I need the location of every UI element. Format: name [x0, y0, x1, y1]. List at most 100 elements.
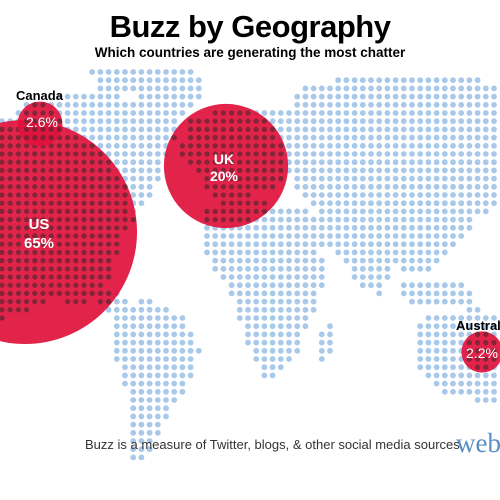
map-dot: [179, 347, 186, 354]
map-dot: [195, 85, 202, 92]
map-dot: [318, 183, 325, 190]
map-dot: [392, 118, 399, 125]
map-dot: [105, 77, 112, 84]
map-dot: [400, 151, 407, 157]
map-dot: [253, 241, 260, 248]
map-dot: [417, 241, 424, 248]
bubble-dot: [245, 167, 251, 173]
map-dot: [466, 388, 473, 395]
map-dot: [425, 241, 432, 248]
map-dot: [491, 159, 497, 166]
map-dot: [441, 290, 448, 297]
map-dot: [409, 77, 415, 84]
chart-title: Buzz by Geography: [109, 9, 391, 44]
bubble-dot: [32, 176, 38, 182]
bubble-dot: [48, 151, 54, 157]
map-dot: [154, 110, 161, 116]
map-dot: [302, 323, 309, 330]
map-dot: [146, 306, 153, 313]
uk-value-label: 20%: [209, 168, 239, 184]
map-dot: [302, 192, 309, 198]
bubble-dot: [491, 356, 497, 362]
map-dot: [294, 241, 301, 248]
map-dot: [302, 224, 309, 231]
map-dot: [343, 159, 350, 166]
map-dot: [138, 192, 145, 198]
bubble-dot: [237, 200, 243, 206]
map-dot: [171, 364, 178, 371]
map-dot: [318, 257, 325, 264]
map-dot: [130, 192, 137, 198]
map-dot: [450, 183, 456, 190]
map-dot: [400, 77, 407, 84]
bubble-dot: [7, 249, 13, 255]
bubble-dot: [204, 176, 210, 182]
map-dot: [376, 208, 383, 215]
bubble-dot: [7, 135, 13, 141]
map-dot: [245, 224, 251, 231]
map-dot: [277, 224, 284, 231]
map-dot: [212, 233, 219, 239]
map-dot: [187, 356, 194, 362]
map-dot: [458, 224, 465, 231]
map-dot: [327, 200, 333, 207]
map-dot: [81, 126, 87, 133]
map-dot: [277, 323, 284, 330]
bubble-dot: [24, 233, 30, 239]
map-dot: [335, 175, 342, 182]
bubble-dot: [253, 208, 259, 214]
map-dot: [245, 339, 251, 346]
map-dot: [409, 110, 415, 116]
bubble-dot: [253, 126, 259, 132]
map-dot: [376, 134, 383, 141]
map-dot: [122, 118, 128, 125]
bubble-dot: [32, 159, 38, 165]
map-dot: [97, 126, 104, 133]
map-dot: [277, 110, 284, 116]
map-dot: [376, 233, 383, 239]
map-dot: [474, 126, 481, 133]
bubble-dot: [220, 118, 226, 124]
bubble-dot: [261, 159, 267, 165]
map-dot: [105, 306, 112, 313]
map-dot: [351, 249, 358, 256]
map-dot: [245, 274, 251, 280]
map-dot: [351, 265, 358, 272]
map-dot: [327, 208, 333, 215]
map-dot: [277, 298, 284, 305]
map-dot: [376, 183, 383, 190]
bubble-dot: [204, 143, 210, 149]
map-dot: [122, 110, 128, 116]
bubble-dot: [73, 258, 79, 264]
map-dot: [351, 224, 358, 231]
bubble-dot: [89, 200, 95, 206]
map-dot: [122, 347, 128, 354]
map-dot: [359, 159, 366, 166]
bubble-dot: [261, 208, 267, 214]
map-dot: [441, 208, 448, 215]
map-dot: [286, 134, 292, 141]
map-dot: [482, 126, 489, 133]
map-dot: [433, 85, 440, 92]
map-dot: [474, 101, 481, 108]
map-dot: [277, 306, 284, 313]
bubble-dot: [40, 159, 46, 165]
map-dot: [400, 85, 407, 92]
map-dot: [261, 110, 268, 116]
bubble-dot: [65, 176, 71, 182]
map-dot: [327, 101, 333, 108]
map-dot: [359, 224, 366, 231]
map-dot: [269, 257, 276, 264]
map-dot: [368, 249, 374, 256]
bubble-dot: [56, 159, 63, 165]
map-dot: [261, 356, 268, 362]
map-dot: [302, 167, 309, 174]
map-dot: [171, 388, 178, 395]
map-dot: [417, 249, 424, 256]
bubble-dot: [15, 299, 21, 305]
map-dot: [376, 93, 383, 100]
bubble-dot: [89, 217, 95, 223]
map-dot: [310, 159, 317, 166]
map-dot: [409, 159, 415, 166]
map-dot: [318, 142, 325, 149]
